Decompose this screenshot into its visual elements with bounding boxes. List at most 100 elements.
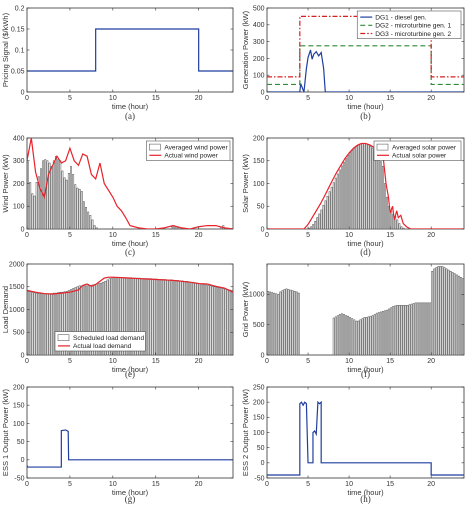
x-tick-label: 15 — [152, 481, 160, 488]
y-axis-label: Generation Power (kW) — [241, 10, 250, 89]
x-tick-label: 5 — [306, 232, 310, 239]
bar-mark — [320, 209, 323, 229]
plot-content — [267, 142, 464, 229]
bar-mark — [455, 274, 458, 355]
panel-caption: (g) — [125, 494, 136, 504]
bar-mark — [27, 291, 30, 355]
y-tick-label: -50 — [14, 475, 24, 482]
bar-mark — [218, 287, 220, 355]
bar-mark — [345, 315, 347, 355]
bar-mark — [398, 304, 401, 355]
y-tick-label: 0 — [261, 460, 265, 467]
bar-mark — [418, 302, 421, 355]
y-tick-label: 200 — [13, 181, 25, 188]
panel-caption: (c) — [125, 247, 135, 257]
y-tick-label: 50 — [257, 204, 265, 211]
bar-mark — [40, 293, 42, 355]
x-tick-label: 10 — [109, 232, 117, 239]
bar-mark — [345, 158, 347, 229]
x-tick-label: 5 — [68, 358, 72, 365]
bar-mark — [416, 302, 419, 355]
bar-mark — [462, 278, 464, 355]
bar-mark — [85, 285, 87, 355]
bar-mark — [190, 281, 193, 355]
bar-mark — [336, 173, 339, 229]
bar-mark — [40, 168, 42, 229]
bar-mark — [363, 143, 366, 229]
panel-caption: (f) — [361, 369, 370, 379]
bar-mark — [451, 272, 454, 355]
bar-mark — [173, 280, 175, 355]
plot-content — [267, 266, 464, 355]
legend-swatch — [57, 334, 70, 341]
bar-mark — [226, 289, 229, 355]
bar-mark — [365, 317, 368, 355]
bar-mark — [95, 227, 98, 229]
bar-mark — [269, 291, 271, 355]
bar-mark — [209, 285, 212, 355]
x-tick-label: 15 — [386, 481, 394, 488]
y-tick-label: 500 — [253, 322, 265, 329]
bar-mark — [291, 290, 294, 355]
bar-mark — [460, 277, 462, 355]
bar-mark — [377, 312, 380, 355]
x-tick-label: 20 — [195, 95, 203, 102]
x-tick-label: 15 — [386, 232, 394, 239]
bar-mark — [384, 310, 386, 355]
x-tick-label: 15 — [152, 358, 160, 365]
x-tick-label: 5 — [306, 95, 310, 102]
panel-caption: (h) — [360, 494, 371, 504]
plot-content — [267, 400, 464, 476]
bar-mark — [74, 184, 77, 229]
x-tick-label: 0 — [25, 95, 29, 102]
bar-mark — [147, 278, 150, 355]
y-tick-label: 100 — [13, 421, 25, 428]
y-tick-label: 400 — [253, 22, 265, 29]
bar-mark — [35, 292, 38, 355]
bar-mark — [46, 160, 49, 229]
x-tick-label: 10 — [345, 232, 353, 239]
bar-mark — [91, 284, 94, 355]
bar-mark — [293, 291, 296, 355]
bar-mark — [164, 279, 167, 355]
y-axis-label: Grid Power (kW) — [241, 281, 250, 337]
bar-mark — [211, 286, 214, 355]
bar-mark — [439, 266, 442, 355]
y-tick-label: 200 — [253, 400, 265, 407]
bar-mark — [382, 165, 384, 229]
y-tick-label: 0 — [261, 226, 265, 233]
bar-mark — [355, 145, 358, 229]
bar-mark — [91, 219, 94, 229]
x-axis-label: time (hour) — [347, 488, 384, 497]
series-line-1 — [267, 45, 464, 86]
bar-mark — [76, 187, 79, 229]
bar-mark — [46, 293, 49, 355]
bar-mark — [33, 292, 36, 355]
bar-mark — [65, 291, 68, 355]
x-tick-label: 5 — [306, 358, 310, 365]
bar-mark — [457, 275, 460, 355]
x-axis-label: time (hour) — [347, 239, 384, 248]
bar-mark — [421, 302, 423, 355]
panel-caption: (b) — [360, 111, 371, 121]
bar-mark — [37, 293, 40, 355]
bar-mark — [192, 281, 195, 355]
y-tick-label: 1000 — [249, 292, 265, 299]
bar-mark — [347, 155, 349, 229]
bar-mark — [375, 312, 378, 355]
bar-mark — [396, 304, 399, 355]
bar-mark — [70, 166, 72, 229]
x-tick-label: 0 — [25, 358, 29, 365]
bar-mark — [382, 311, 384, 355]
bar-mark — [67, 290, 70, 355]
y-tick-label: 2000 — [9, 261, 25, 268]
panel-5: 0 5 10 15 20 0 500 1000 time (hour) Grid Power (k… — [241, 263, 465, 379]
plot-content — [27, 429, 233, 468]
bar-mark — [65, 179, 68, 229]
y-tick-label: 0.1 — [15, 47, 25, 54]
bar-mark — [61, 291, 64, 355]
x-axis-label: time (hour) — [347, 102, 384, 111]
bar-mark — [312, 224, 315, 229]
bar-mark — [57, 159, 60, 229]
